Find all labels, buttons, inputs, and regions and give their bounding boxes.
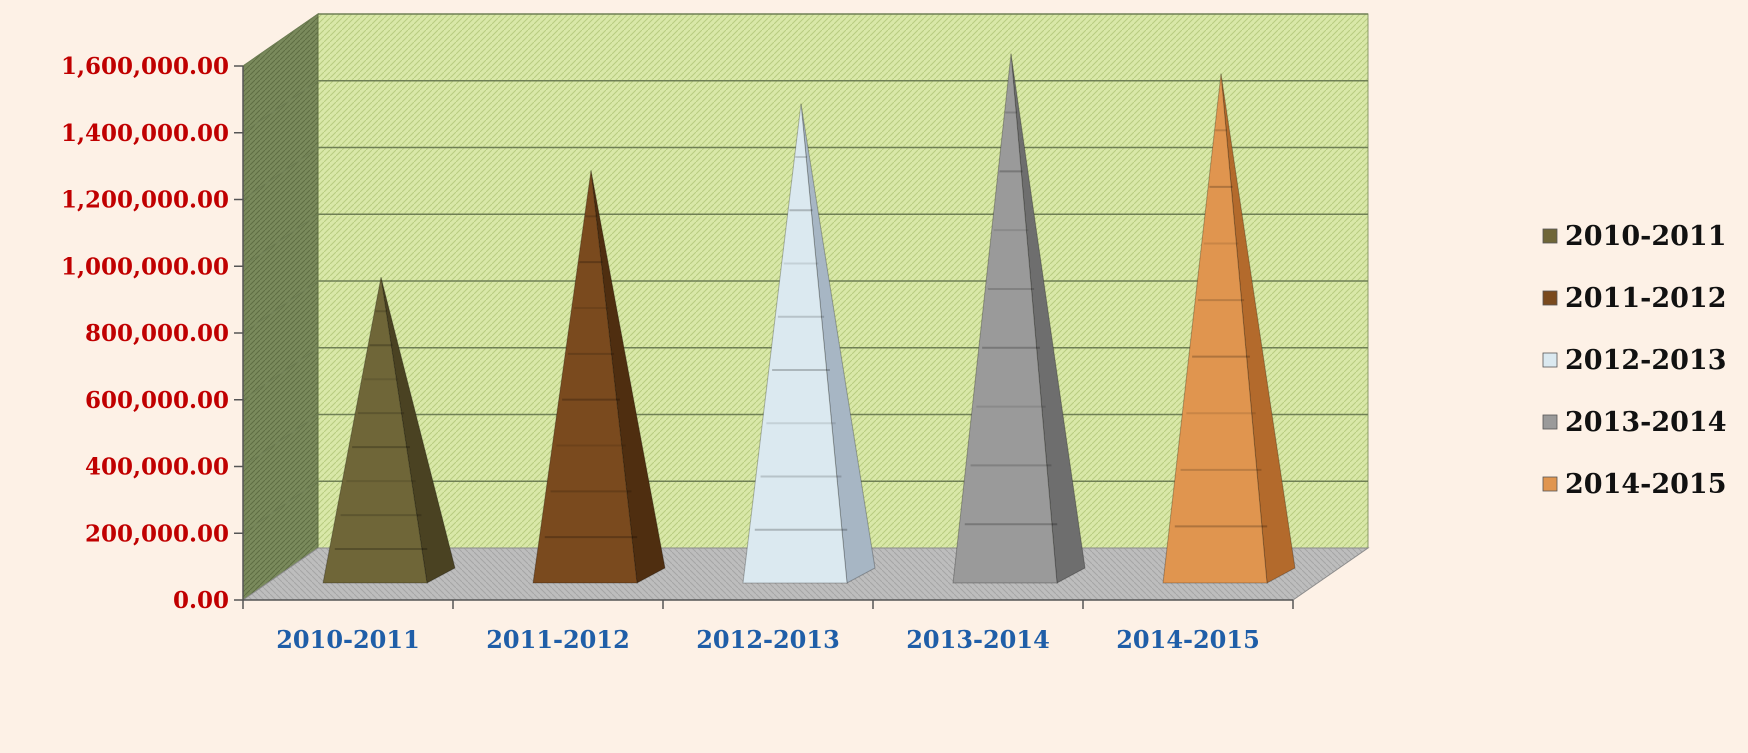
pyramid-bar-2010-2011 [322,277,456,584]
gridline-side [242,213,319,267]
gridline-side [242,13,319,67]
x-tick-label: 2012-2013 [696,625,840,654]
legend: 2010-2011 2011-2012 2012-2013 2013-2014 2014… [1542,221,1727,500]
y-tick-label: 200,000.00 [85,520,229,547]
legend-swatch [1542,352,1558,368]
gridline-side [242,347,319,401]
legend-item-2011-2012: 2011-2012 [1542,283,1727,314]
legend-swatch [1542,414,1558,430]
y-tick-label: 1,400,000.00 [61,120,229,147]
legend-swatch [1542,228,1558,244]
pyramid-front-face [322,277,428,584]
legend-swatch [1542,476,1558,492]
x-tick-label: 2010-2011 [276,625,420,654]
legend-label: 2013-2014 [1565,407,1727,438]
legend-item-2014-2015: 2014-2015 [1542,469,1727,500]
y-tick-label: 0.00 [173,587,229,614]
legend-item-2013-2014: 2013-2014 [1542,407,1727,438]
legend-item-2012-2013: 2012-2013 [1542,345,1727,376]
legend-item-2010-2011: 2010-2011 [1542,221,1727,252]
pyramid-front-face [1162,73,1268,584]
pyramid-bars [322,53,1296,584]
tick-labels: 0.00 200,000.00 400,000.00 600,000.00 800,00… [61,53,1260,654]
legend-label: 2011-2012 [1565,283,1727,314]
legend-label: 2010-2011 [1565,221,1727,252]
axes [234,65,1294,609]
gridline-side [242,480,319,534]
x-tick-label: 2011-2012 [486,625,630,654]
gridline-side [242,280,319,334]
y-tick-label: 600,000.00 [85,387,229,414]
gridline-side [242,414,319,467]
y-tick-label: 400,000.00 [85,454,229,481]
y-tick-label: 1,000,000.00 [61,253,229,280]
gridline-side [242,80,319,134]
pyramid-bar-2013-2014 [952,53,1086,584]
y-tick-label: 800,000.00 [85,320,229,347]
legend-label: 2014-2015 [1565,469,1727,500]
pyramid-bar-2012-2013 [742,103,876,584]
x-tick-label: 2014-2015 [1116,625,1260,654]
gridline-side [242,147,319,200]
legend-swatch [1542,290,1558,306]
y-tick-label: 1,200,000.00 [61,187,229,214]
x-tick-label: 2013-2014 [906,625,1050,654]
pyramid-bar-2014-2015 [1162,73,1296,584]
legend-label: 2012-2013 [1565,345,1727,376]
pyramid-front-face [742,103,848,584]
pyramid-front-face [532,170,638,584]
pyramid-front-face [952,53,1058,584]
pyramid-bar-2011-2012 [532,170,666,584]
y-tick-label: 1,600,000.00 [61,53,229,80]
